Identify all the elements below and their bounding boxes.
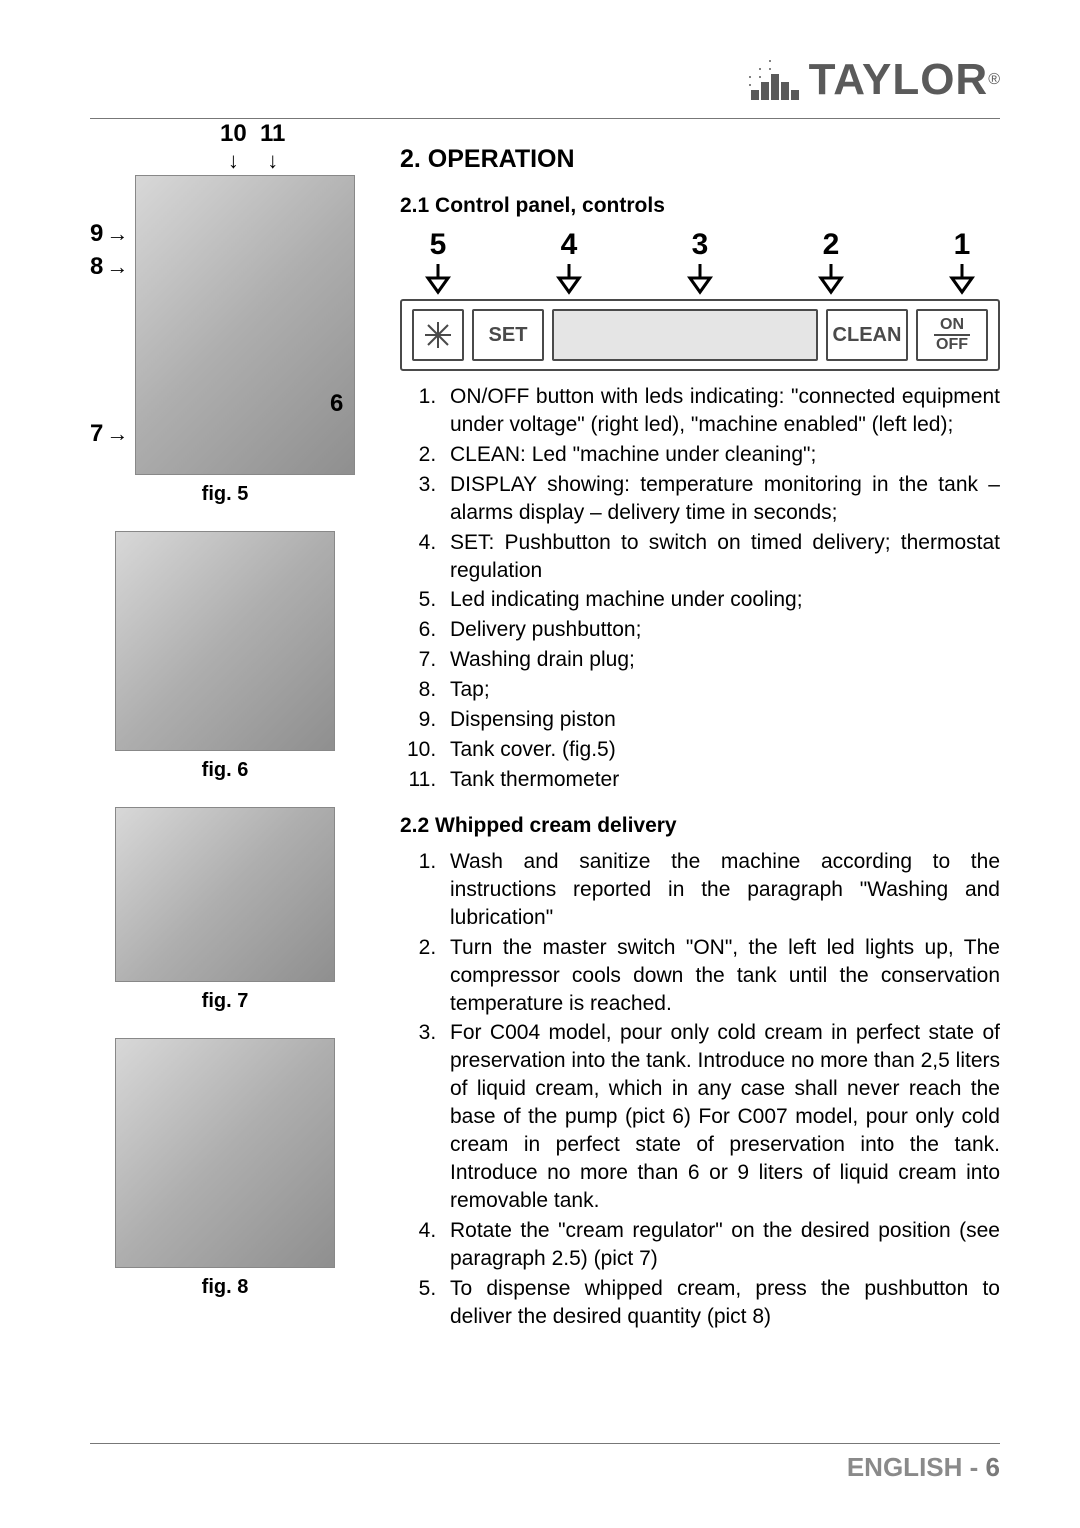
footer-language: ENGLISH [847,1452,963,1482]
callout-8: 8 [90,253,128,281]
snowflake-icon [412,309,464,361]
figure-7-caption: fig. 7 [90,990,360,1013]
logo-icon [749,60,799,100]
list-item: Washing drain plug; [442,646,1000,674]
list-item: Dispensing piston [442,706,1000,734]
control-panel-diagram: 5 4 3 2 1 SET CLEAN ON [400,228,1000,371]
header-divider [90,118,1000,119]
list-item: CLEAN: Led "machine under cleaning"; [442,441,1000,469]
display-screen [552,309,818,361]
list-item: Turn the master switch "ON", the left le… [442,934,1000,1018]
list-item: Tap; [442,676,1000,704]
panel-num-4: 4 [549,228,589,262]
list-item: To dispense whipped cream, press the pus… [442,1275,1000,1331]
list-item: Led indicating machine under cooling; [442,586,1000,614]
callout-7: 7 [90,420,128,448]
list-item: ON/OFF button with leds indicating: "con… [442,383,1000,439]
on-label: ON [934,316,970,336]
list-item: Tank cover. (fig.5) [442,736,1000,764]
subsection-2-1-title: 2.1 Control panel, controls [400,194,1000,218]
figure-8-image [115,1038,335,1268]
figure-6-caption: fig. 6 [90,759,360,782]
subsection-2-2: 2.2 Whipped cream delivery Wash and sani… [400,814,1000,1331]
callout-11: 11 [260,120,285,174]
off-label: OFF [936,336,968,354]
arrow-down-icon [549,262,589,297]
panel-num-2: 2 [811,228,851,262]
figure-8-caption: fig. 8 [90,1276,360,1299]
list-item: Rotate the "cream regulator" on the desi… [442,1217,1000,1273]
list-item: For C004 model, pour only cold cream in … [442,1019,1000,1214]
callout-6: 6 [330,390,343,418]
clean-button: CLEAN [826,309,908,361]
arrow-down-icon [680,262,720,297]
list-item: Delivery pushbutton; [442,616,1000,644]
list-item: SET: Pushbutton to switch on timed deliv… [442,529,1000,585]
list-item: DISPLAY showing: temperature monitoring … [442,471,1000,527]
brand-name: TAYLOR [809,55,989,105]
page-header: TAYLOR ® [90,55,1000,115]
control-list: ON/OFF button with leds indicating: "con… [400,383,1000,794]
figures-column: 10 11 9 8 7 6 fig. 5 fig. 6 fig. 7 fig. … [90,145,390,1333]
set-button: SET [472,309,544,361]
figure-7-image [115,807,335,982]
figure-8: fig. 8 [90,1038,360,1299]
figure-5: 10 11 9 8 7 6 fig. 5 [90,145,360,506]
figure-7: fig. 7 [90,807,360,1013]
section-title: 2. OPERATION [400,145,1000,174]
panel-num-5: 5 [418,228,458,262]
page-footer: ENGLISH - 6 [90,1443,1000,1483]
arrow-down-icon [811,262,851,297]
figure-6: fig. 6 [90,531,360,782]
figure-5-image [135,175,355,475]
control-panel-box: SET CLEAN ON OFF [400,299,1000,371]
delivery-list: Wash and sanitize the machine according … [400,848,1000,1331]
list-item: Wash and sanitize the machine according … [442,848,1000,932]
text-column: 2. OPERATION 2.1 Control panel, controls… [390,145,1000,1333]
figure-5-caption: fig. 5 [90,483,360,506]
footer-divider [90,1443,1000,1444]
subsection-2-2-title: 2.2 Whipped cream delivery [400,814,1000,838]
main-content: 10 11 9 8 7 6 fig. 5 fig. 6 fig. 7 fig. … [90,145,1000,1333]
callout-9: 9 [90,220,128,248]
footer-separator: - [962,1452,985,1482]
brand-registered: ® [988,71,1000,89]
footer-page-number: 6 [986,1452,1000,1482]
list-item: Tank thermometer [442,766,1000,794]
arrow-down-icon [418,262,458,297]
on-off-button: ON OFF [916,309,988,361]
figure-6-image [115,531,335,751]
callout-10: 10 [220,120,247,174]
footer-text: ENGLISH - 6 [90,1452,1000,1483]
brand-logo: TAYLOR ® [749,55,1000,105]
panel-num-3: 3 [680,228,720,262]
arrow-down-icon [942,262,982,297]
panel-num-1: 1 [942,228,982,262]
